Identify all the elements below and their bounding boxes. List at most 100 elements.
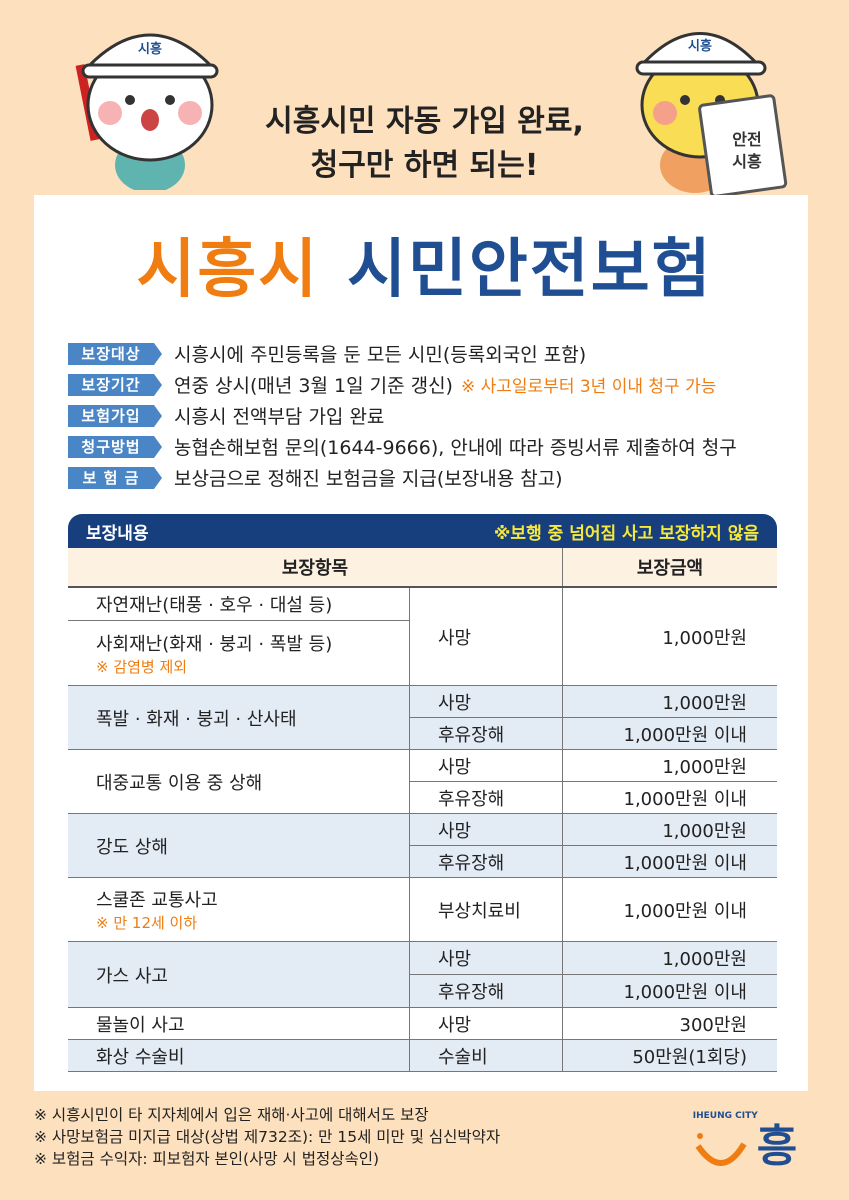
coverage-group: 강도 상해 사망 1,000만원 후유장해 1,000만원 이내 [68,814,777,878]
coverage-subrow: 사망 1,000만원 [410,686,777,717]
coverage-subrow: 후유장해 1,000만원 이내 [410,781,777,813]
coverage-group: 화상 수술비 수술비 50만원(1회당) [68,1040,777,1072]
coverage-item-cell: 물놀이 사고 [68,1008,410,1039]
info-row: 보 험 금 보상금으로 정해진 보험금을 지급(보장내용 참고) [68,462,808,493]
logo-text-en: SIHEUNG CITY [692,1111,758,1121]
coverage-subrow: 후유장해 1,000만원 이내 [410,845,777,877]
coverage-item-label: 사회재난(화재 · 붕괴 · 폭발 등) [96,633,333,655]
coverage-table-header: 보장내용 ※보행 중 넘어짐 사고 보장하지 않음 [68,514,777,548]
coverage-item-cell: 자연재난(태풍 · 호우 · 대설 등) 사회재난(화재 · 붕괴 · 폭발 등)… [68,588,410,685]
coverage-item-cell: 폭발 · 화재 · 붕괴 · 산사태 [68,686,410,749]
coverage-item-label: 자연재난(태풍 · 호우 · 대설 등) [96,595,333,616]
coverage-subrow: 사망 1,000만원 [410,814,777,845]
column-headers: 보장항목 보장금액 [68,548,777,588]
coverage-amount: 1,000만원 [662,627,747,649]
coverage-subrows: 사망 1,000만원 [410,588,777,685]
coverage-subrows: 사망 1,000만원 후유장해 1,000만원 이내 [410,814,777,877]
mascot-left-illustration: 시흥 [75,33,219,190]
footer-note: ※ 시흥시민이 타 지자체에서 입은 재해·사고에 대해서도 보장 [34,1106,429,1124]
column-header-item: 보장항목 [68,548,563,586]
info-label: 보장기간 [68,373,162,396]
badge-text: 안전 [732,130,761,149]
siheung-city-logo: SIHEUNG CITY 흥 [692,1111,797,1172]
coverage-type: 사망 [410,750,563,781]
coverage-item: 물놀이 사고 [68,1008,409,1039]
info-row: 보험가입 시흥시 전액부담 가입 완료 [68,400,808,431]
info-list: 보장대상 시흥시에 주민등록을 둔 모든 시민(등록외국인 포함) 보장기간 연중 상… [68,338,808,493]
footer-note: ※ 사망보험금 미지급 대상(상법 제732조): 만 15세 미만 및 심신박… [34,1128,501,1146]
coverage-amount: 1,000만원 [662,756,747,778]
info-text: 시흥시 전액부담 가입 완료 [174,406,385,428]
coverage-amount: 1,000만원 이내 [623,724,748,746]
title-insurance: 시민안전보험 [347,233,713,307]
tagline-line-2: 청구만 하면 되는! [310,148,539,183]
column-header-amount: 보장금액 [636,558,704,579]
info-note: ※ 사고일로부터 3년 이내 청구 가능 [460,377,717,397]
coverage-item: 대중교통 이용 중 상해 [68,750,409,813]
coverage-subrow: 후유장해 1,000만원 이내 [410,717,777,749]
coverage-item: 자연재난(태풍 · 호우 · 대설 등) [68,588,409,620]
title-city: 시흥시 [136,233,320,307]
coverage-subrow: 부상치료비 1,000만원 이내 [410,878,777,941]
coverage-type: 사망 [410,1008,563,1039]
coverage-item-cell: 강도 상해 [68,814,410,877]
coverage-group: 스쿨존 교통사고 ※ 만 12세 이하 부상치료비 1,000만원 이내 [68,878,777,942]
coverage-type: 후유장해 [410,975,563,1007]
info-text: 시흥시에 주민등록을 둔 모든 시민(등록외국인 포함) [174,344,587,366]
info-label: 보 험 금 [68,466,162,489]
coverage-amount: 1,000만원 [662,949,747,970]
svg-text:시흥: 시흥 [732,152,762,171]
coverage-subrow: 사망 1,000만원 [410,750,777,781]
coverage-amount: 1,000만원 [662,692,747,714]
coverage-item: 사회재난(화재 · 붕괴 · 폭발 등) ※ 감염병 제외 [68,620,409,685]
coverage-item: 가스 사고 [68,942,409,1007]
coverage-item-cell: 가스 사고 [68,942,410,1007]
coverage-subrow: 사망 1,000만원 [410,942,777,974]
info-text: 농협손해보험 문의(1644-9666), 안내에 따라 증빙서류 제출하여 청… [174,437,737,459]
coverage-type: 수술비 [410,1040,563,1071]
coverage-item-label: 대중교통 이용 중 상해 [96,772,263,794]
tagline: 시흥시민 자동 가입 완료, 청구만 하면 되는! [0,100,849,188]
coverage-amount: 1,000만원 이내 [623,788,748,810]
footer-note: ※ 보험금 수익자: 피보험자 본인(사망 시 법정상속인) [34,1150,380,1168]
mascot-right-illustration: 시흥 안전 시흥 [635,32,788,195]
coverage-item: 화상 수술비 [68,1040,409,1071]
coverage-type: 사망 [410,942,563,974]
coverage-subrow: 사망 300만원 [410,1008,777,1039]
info-label: 보장대상 [68,342,162,365]
coverage-subrows: 사망 300만원 [410,1008,777,1039]
coverage-item-cell: 대중교통 이용 중 상해 [68,750,410,813]
tagline-line-1: 시흥시민 자동 가입 완료, [265,104,584,139]
coverage-group: 물놀이 사고 사망 300만원 [68,1008,777,1040]
coverage-type: 부상치료비 [410,878,563,941]
coverage-rows: 자연재난(태풍 · 호우 · 대설 등) 사회재난(화재 · 붕괴 · 폭발 등)… [68,588,777,1072]
coverage-item-cell: 스쿨존 교통사고 ※ 만 12세 이하 [68,878,410,941]
coverage-item-label: 화상 수술비 [96,1046,185,1068]
coverage-amount: 1,000만원 이내 [623,982,748,1003]
coverage-item: 폭발 · 화재 · 붕괴 · 산사태 [68,686,409,749]
coverage-item-label: 물놀이 사고 [96,1014,185,1036]
coverage-table: 보장내용 ※보행 중 넘어짐 사고 보장하지 않음 보장항목 보장금액 자연재난… [68,514,777,1072]
svg-text:시흥: 시흥 [138,41,162,57]
coverage-type: 사망 [410,814,563,845]
coverage-warning: ※보행 중 넘어짐 사고 보장하지 않음 [493,523,759,544]
info-row: 청구방법 농협손해보험 문의(1644-9666), 안내에 따라 증빙서류 제출… [68,431,808,462]
footer-notes: ※ 시흥시민이 타 지자체에서 입은 재해·사고에 대해서도 보장 ※ 사망보험금… [34,1104,500,1170]
coverage-subrow: 사망 1,000만원 [410,588,777,685]
coverage-type: 사망 [410,686,563,717]
coverage-item-label: 스쿨존 교통사고 [96,890,218,911]
coverage-item: 스쿨존 교통사고 ※ 만 12세 이하 [68,878,409,941]
coverage-amount: 1,000만원 이내 [623,852,748,874]
svg-text:흥: 흥 [757,1121,797,1172]
coverage-item: 강도 상해 [68,814,409,877]
coverage-item-note: ※ 만 12세 이하 [96,914,198,932]
info-row: 보장대상 시흥시에 주민등록을 둔 모든 시민(등록외국인 포함) [68,338,808,369]
svg-text:시흥: 시흥 [688,38,712,54]
coverage-item-cell: 화상 수술비 [68,1040,410,1071]
